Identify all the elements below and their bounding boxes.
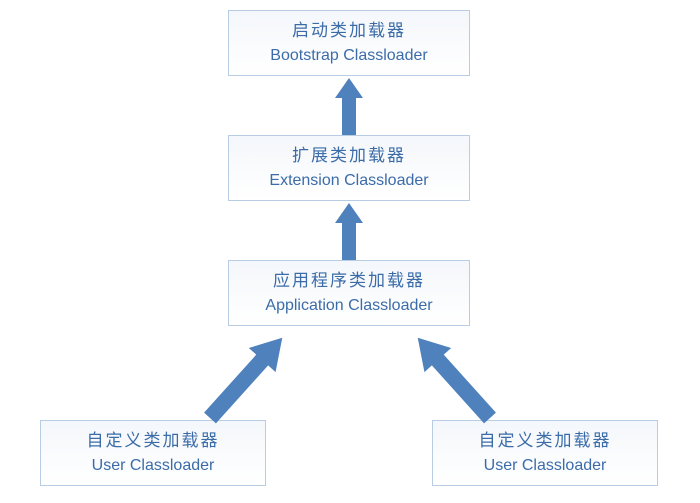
arrow-up-icon xyxy=(329,78,369,135)
bootstrap-node: 启动类加载器 Bootstrap Classloader xyxy=(228,10,470,76)
user-left-label-cn: 自定义类加载器 xyxy=(87,428,220,454)
application-label-en: Application Classloader xyxy=(265,294,432,318)
application-label-cn: 应用程序类加载器 xyxy=(273,268,425,294)
arrow-diagonal-icon xyxy=(195,320,315,430)
application-node: 应用程序类加载器 Application Classloader xyxy=(228,260,470,326)
bootstrap-label-cn: 启动类加载器 xyxy=(292,18,406,44)
user-right-label-en: User Classloader xyxy=(484,454,607,478)
user-right-label-cn: 自定义类加载器 xyxy=(479,428,612,454)
arrow-up-icon xyxy=(329,203,369,260)
extension-label-en: Extension Classloader xyxy=(269,169,428,193)
extension-node: 扩展类加载器 Extension Classloader xyxy=(228,135,470,201)
extension-label-cn: 扩展类加载器 xyxy=(292,143,406,169)
bootstrap-label-en: Bootstrap Classloader xyxy=(270,44,427,68)
user-left-label-en: User Classloader xyxy=(92,454,215,478)
arrow-diagonal-icon xyxy=(385,320,505,430)
